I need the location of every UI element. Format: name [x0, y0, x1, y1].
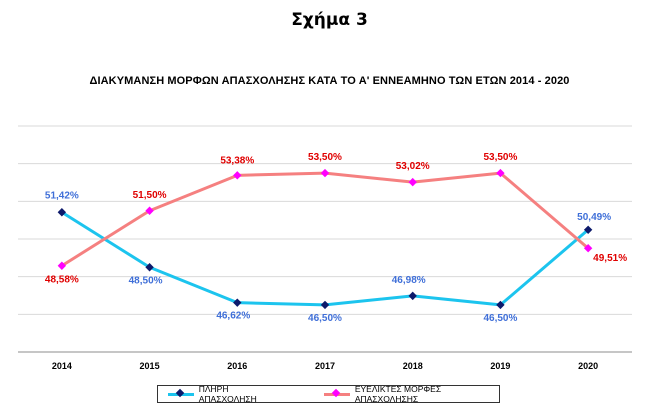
legend-item-flexible-employment: ΕΥΕΛΙΚΤΕΣ ΜΟΡΦΕΣ ΑΠΑΣΧΟΛΗΣΗΣ [324, 384, 499, 404]
data-label: 53,38% [220, 155, 254, 166]
legend-item-full-employment: ΠΛΗΡΗ ΑΠΑΣΧΟΛΗΣΗ [168, 384, 284, 404]
legend-swatch-full-employment [168, 388, 194, 399]
data-label: 49,51% [593, 253, 627, 264]
data-point [408, 177, 417, 187]
figure-label: Σχήμα 3 [291, 10, 368, 30]
data-point [145, 206, 154, 215]
data-label: 53,02% [396, 161, 430, 172]
x-tick-label: 2014 [52, 361, 72, 371]
data-point [57, 208, 67, 217]
data-point [233, 298, 242, 307]
data-label: 46,62% [216, 311, 250, 322]
data-label: 46,50% [308, 313, 342, 324]
x-tick-label: 2016 [227, 361, 247, 371]
data-label: 50,49% [577, 212, 611, 223]
data-point [496, 300, 505, 310]
series-line [61, 171, 590, 268]
data-point [57, 261, 67, 270]
x-tick-label: 2015 [140, 361, 160, 371]
data-point [145, 263, 154, 272]
data-label: 46,50% [483, 313, 517, 324]
chart-title: ΔΙΑΚΥΜΑΝΣΗ ΜΟΡΦΩΝ ΑΠΑΣΧΟΛΗΣΗΣ ΚΑΤΑ ΤΟ Α'… [89, 75, 570, 87]
data-label: 53,50% [308, 152, 342, 163]
data-point [583, 244, 593, 253]
data-label: 51,50% [133, 190, 167, 201]
data-label: 48,50% [129, 275, 163, 286]
legend-label-full-employment: ΠΛΗΡΗ ΑΠΑΣΧΟΛΗΣΗ [198, 384, 257, 404]
x-tick-label: 2017 [315, 361, 335, 371]
data-label: 46,98% [392, 275, 426, 286]
data-point [233, 171, 242, 180]
data-label: 53,50% [483, 152, 517, 163]
data-point [320, 168, 330, 178]
x-tick-label: 2020 [578, 361, 598, 371]
data-label: 48,58% [45, 275, 79, 286]
data-point [408, 291, 417, 301]
data-point [496, 168, 505, 178]
legend-swatch-flexible-employment [324, 388, 351, 399]
legend-label-flexible-employment: ΕΥΕΛΙΚΤΕΣ ΜΟΡΦΕΣ ΑΠΑΣΧΟΛΗΣΗΣ [354, 384, 442, 404]
series-line [61, 210, 590, 307]
x-tick-label: 2019 [490, 361, 510, 371]
chart-legend: ΠΛΗΡΗ ΑΠΑΣΧΟΛΗΣΗ ΕΥΕΛΙΚΤΕΣ ΜΟΡΦΕΣ ΑΠΑΣΧΟ… [157, 384, 500, 404]
data-label: 51,42% [45, 190, 79, 201]
data-point [320, 300, 330, 310]
x-tick-label: 2018 [403, 361, 423, 371]
data-point [583, 225, 593, 234]
